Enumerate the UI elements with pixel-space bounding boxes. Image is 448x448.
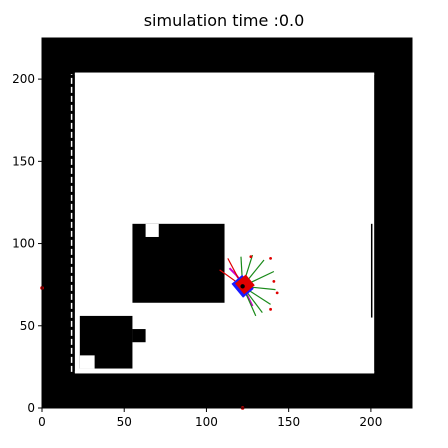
laser-hit-point (249, 255, 253, 259)
x-tick-label: 100 (195, 415, 218, 429)
y-tick-label: 200 (12, 72, 35, 86)
occupancy-map (42, 38, 412, 408)
center-block-notch (145, 223, 159, 237)
x-tick-label: 200 (359, 415, 382, 429)
robot (231, 274, 255, 298)
outer-wall-top (42, 38, 412, 73)
axes-frame (41, 37, 413, 409)
x-tick-label: 0 (38, 415, 46, 429)
axes: 0 50 100 150 200 0 50 100 150 200 (12, 37, 413, 429)
robot-layer (40, 254, 279, 410)
outer-wall-left (42, 38, 75, 408)
simulation-title: simulation time :0.0 (143, 11, 305, 30)
bottom-left-notch (79, 355, 95, 369)
laser-hit-point (275, 291, 279, 295)
x-tick-label: 150 (277, 415, 300, 429)
map-details (70, 73, 375, 373)
robot-body (235, 274, 255, 295)
y-tick-label: 50 (20, 319, 35, 333)
y-tick-label: 100 (12, 237, 35, 251)
x-tick-label: 50 (117, 415, 132, 429)
block-bottom-left-tab (132, 329, 146, 343)
y-tick-label: 0 (27, 401, 35, 415)
y-tick-label: 150 (12, 154, 35, 168)
laser-hit-point (269, 307, 272, 311)
laser-hit-point (272, 279, 276, 283)
outer-wall-bottom (42, 373, 412, 408)
robot-center (240, 284, 245, 289)
outer-wall-right (374, 38, 412, 408)
laser-hit-point (269, 256, 272, 260)
